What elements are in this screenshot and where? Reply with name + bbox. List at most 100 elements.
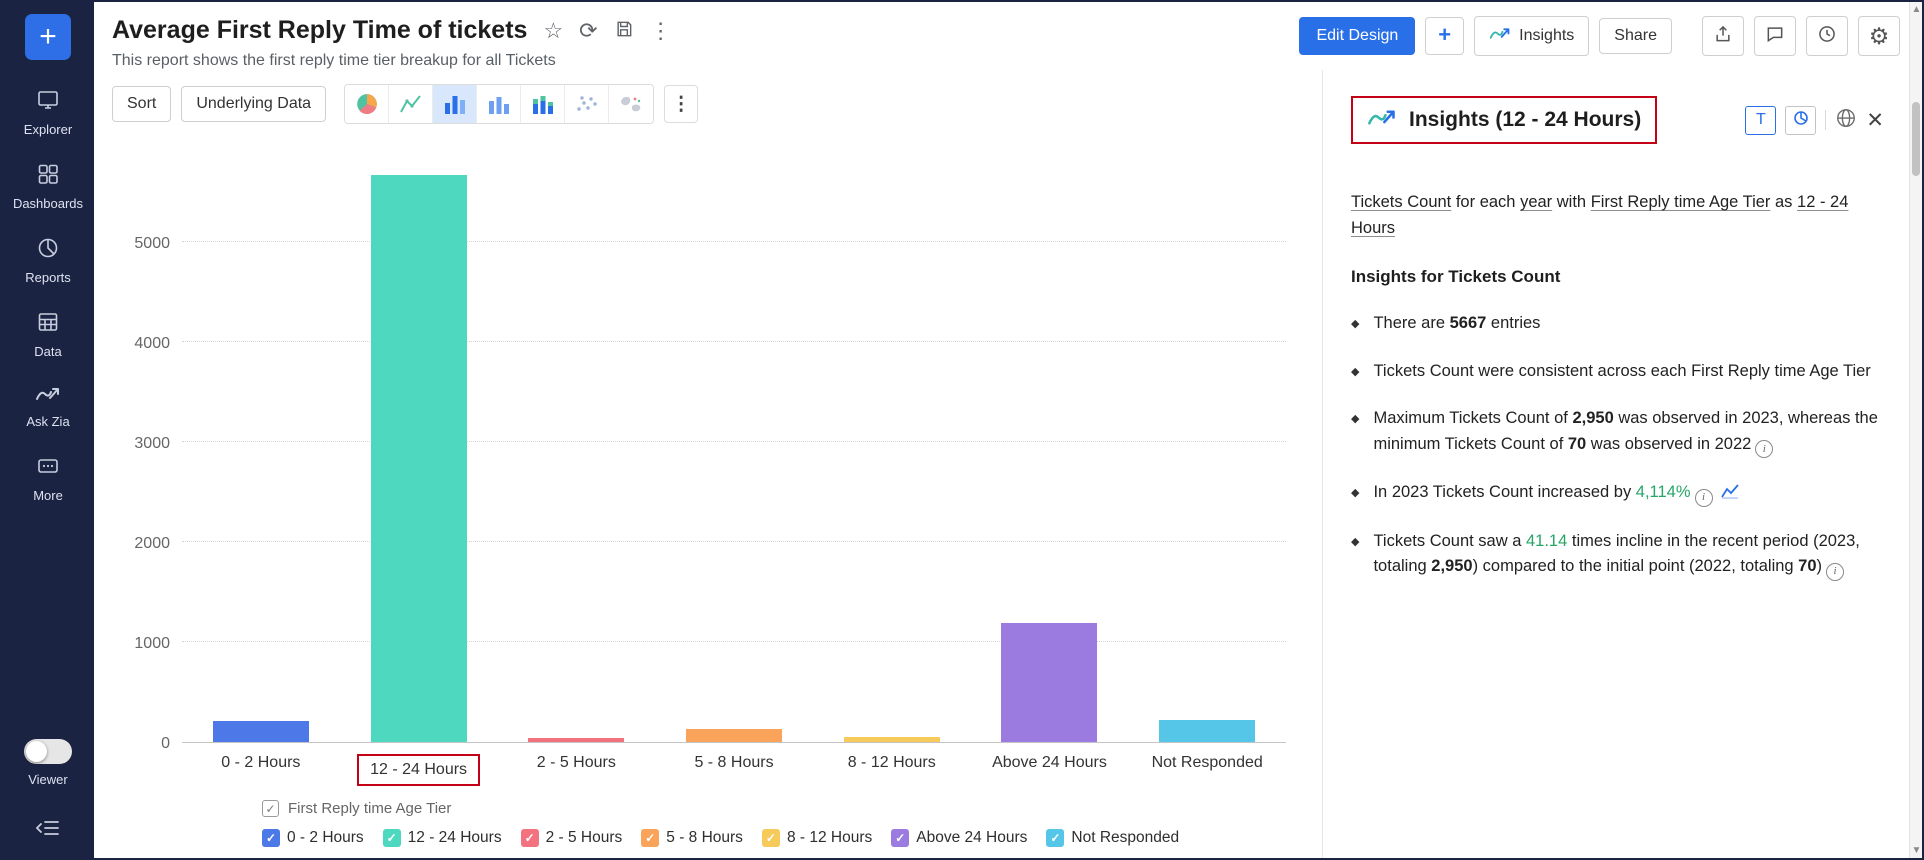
export-button[interactable]	[1702, 16, 1744, 56]
x-axis-label[interactable]: 5 - 8 Hours	[694, 754, 774, 771]
legend-item[interactable]: ✓ 8 - 12 Hours	[761, 829, 872, 847]
legend-item[interactable]: ✓ Not Responded	[1046, 829, 1179, 847]
insight-bullet: ◆ Tickets Count were consistent across ea…	[1351, 359, 1884, 385]
legend-title-row: ✓ First Reply time Age Tier	[262, 800, 1286, 817]
sidebar-item-data[interactable]: Data	[34, 310, 62, 359]
chart-type-map-icon[interactable]	[609, 85, 654, 123]
x-axis-label[interactable]: 2 - 5 Hours	[536, 754, 616, 771]
underlying-data-button[interactable]: Underlying Data	[181, 86, 327, 122]
legend-checkbox[interactable]: ✓	[1046, 829, 1065, 847]
bar-above-24-hours[interactable]	[1001, 623, 1098, 742]
bar-12---24-hours[interactable]	[370, 175, 467, 742]
refresh-icon[interactable]: ⟳	[579, 17, 598, 43]
title-kebab-menu-icon[interactable]: ⋮	[649, 17, 672, 43]
legend-checkbox[interactable]: ✓	[382, 829, 401, 847]
vertical-scrollbar[interactable]: ▲ ▼	[1909, 2, 1922, 858]
legend-item[interactable]: ✓ 5 - 8 Hours	[641, 829, 743, 847]
bar-5---8-hours[interactable]	[686, 728, 783, 742]
sidebar-item-reports[interactable]: Reports	[25, 236, 71, 285]
legend-checkbox[interactable]: ✓	[761, 829, 780, 847]
chart-type-column-icon[interactable]	[477, 85, 522, 123]
toolbar-kebab-menu-icon[interactable]: ⋮	[664, 85, 699, 123]
legend-item[interactable]: ✓ 12 - 24 Hours	[382, 829, 502, 847]
info-icon[interactable]: i	[1826, 562, 1845, 581]
edit-design-button[interactable]: Edit Design	[1299, 17, 1416, 55]
sort-button[interactable]: Sort	[112, 86, 172, 122]
insights-controls: T ✕	[1745, 105, 1884, 135]
more-icon	[36, 454, 60, 481]
viewer-toggle-label: Viewer	[28, 772, 68, 787]
settings-button[interactable]: ⚙	[1858, 16, 1900, 56]
bullet-text: Maximum Tickets Count of 2,950 was obser…	[1373, 406, 1884, 459]
toggle-knob	[26, 741, 47, 762]
legend-label: 5 - 8 Hours	[666, 829, 743, 846]
insights-button[interactable]: Insights	[1474, 16, 1590, 56]
x-axis-label[interactable]: 0 - 2 Hours	[221, 754, 301, 771]
bullet-diamond-icon: ◆	[1351, 318, 1360, 331]
bar-8---12-hours[interactable]	[843, 736, 940, 742]
chart-type-stacked-icon[interactable]	[521, 85, 566, 123]
header-actions: Edit Design + Insights Share	[1299, 16, 1900, 56]
export-icon	[1713, 24, 1733, 49]
chart-type-line-icon[interactable]	[389, 85, 434, 123]
legend-item[interactable]: ✓ Above 24 Hours	[891, 829, 1027, 847]
sidebar-item-more[interactable]: More	[33, 454, 63, 503]
info-icon[interactable]: i	[1755, 440, 1774, 459]
x-axis-label[interactable]: 8 - 12 Hours	[847, 754, 936, 771]
x-axis-label[interactable]: Not Responded	[1151, 754, 1263, 771]
collapse-sidebar-icon[interactable]	[35, 817, 61, 844]
save-icon[interactable]	[614, 19, 634, 43]
legend-checkbox[interactable]: ✓	[641, 829, 660, 847]
bar-0---2-hours[interactable]	[212, 721, 309, 742]
info-icon[interactable]: i	[1694, 488, 1713, 507]
legend-checkbox[interactable]: ✓	[891, 829, 910, 847]
legend-title: First Reply time Age Tier	[288, 800, 452, 817]
insight-bullet: ◆ In 2023 Tickets Count increased by 4,11…	[1351, 480, 1884, 507]
close-icon[interactable]: ✕	[1866, 108, 1884, 132]
globe-icon[interactable]	[1835, 107, 1857, 134]
text-mode-button[interactable]: T	[1745, 105, 1777, 135]
chart-type-pie-icon[interactable]	[345, 85, 390, 123]
chart-type-scatter-icon[interactable]	[565, 85, 610, 123]
legend-checkbox[interactable]: ✓	[262, 829, 280, 847]
x-axis-label[interactable]: 12 - 24 Hours	[357, 754, 481, 786]
y-axis-tick: 0	[161, 735, 170, 752]
comments-button[interactable]	[1754, 16, 1796, 56]
mini-chart-icon	[1793, 110, 1809, 131]
reports-icon	[36, 236, 60, 263]
chart-mode-button[interactable]	[1785, 105, 1817, 135]
share-button[interactable]: Share	[1599, 18, 1672, 54]
sidebar-item-ask-zia[interactable]: Ask Zia	[26, 384, 70, 429]
legend-checkbox[interactable]: ✓	[520, 829, 539, 847]
chart-type-selector	[344, 84, 655, 124]
legend-item[interactable]: ✓ 2 - 5 Hours	[520, 829, 622, 847]
scroll-up-icon[interactable]: ▲	[1911, 4, 1922, 15]
insights-summary: Tickets Count for each year with First R…	[1351, 193, 1849, 237]
bar-not-responded[interactable]	[1159, 720, 1256, 742]
scrollbar-thumb[interactable]	[1912, 102, 1920, 176]
sidebar-item-dashboards[interactable]: Dashboards	[13, 162, 83, 211]
bar-2---5-hours[interactable]	[528, 738, 625, 742]
scroll-down-icon[interactable]: ▼	[1911, 845, 1922, 856]
y-axis-tick: 5000	[134, 235, 170, 252]
viewer-toggle[interactable]	[24, 739, 72, 764]
bars	[182, 168, 1286, 742]
bullet-diamond-icon: ◆	[1351, 487, 1360, 500]
create-new-button[interactable]: +	[25, 14, 71, 60]
favorite-star-icon[interactable]: ☆	[543, 17, 564, 43]
trend-chart-icon[interactable]	[1720, 484, 1739, 499]
bar-chart: 0 1000 2000 3000 4000 5000 0 - 2 Hours 12 - 24…	[112, 168, 1322, 847]
legend-title-checkbox[interactable]: ✓	[262, 800, 279, 817]
chart-type-bar-icon[interactable]	[433, 85, 478, 123]
y-axis-tick: 4000	[134, 335, 170, 352]
sidebar-item-label: More	[33, 488, 63, 503]
insight-bullet: ◆ Maximum Tickets Count of 2,950 was obse…	[1351, 406, 1884, 459]
plot-area	[182, 168, 1286, 743]
add-view-button[interactable]: +	[1425, 17, 1465, 55]
gridline	[182, 441, 1286, 442]
history-button[interactable]	[1806, 16, 1848, 56]
sidebar-item-explorer[interactable]: Explorer	[24, 88, 72, 137]
legend-item[interactable]: ✓ 0 - 2 Hours	[262, 829, 364, 847]
x-axis-label[interactable]: Above 24 Hours	[992, 754, 1107, 771]
